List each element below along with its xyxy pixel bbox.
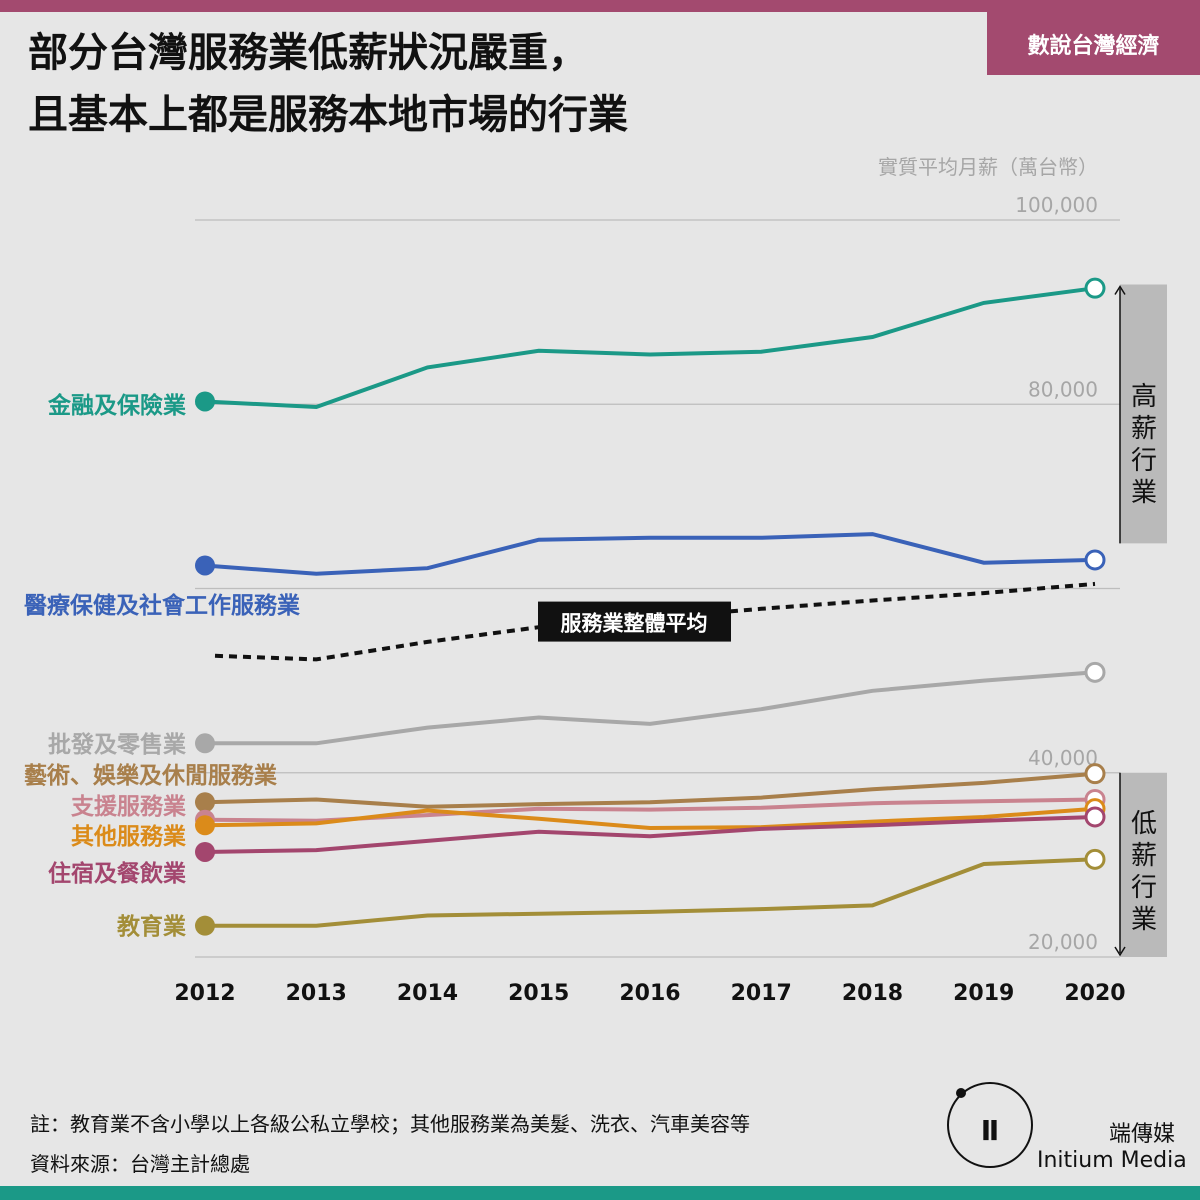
series-label: 批發及零售業: [48, 731, 187, 758]
footnote: 註：教育業不含小學以上各級公私立學校；其他服務業為美髮、洗衣、汽車美容等: [30, 1112, 750, 1136]
title-line-2: 且基本上都是服務本地市場的行業: [28, 92, 628, 138]
category-tag: 數說台灣經濟: [987, 12, 1200, 75]
x-tick-label: 2017: [731, 981, 792, 1006]
series-line: [204, 806, 1096, 831]
series-line: [204, 815, 1096, 854]
start-point-marker: [195, 815, 215, 836]
series-label: 金融及保險業: [47, 392, 187, 419]
start-point-marker: [195, 792, 215, 813]
svg-text:薪: 薪: [1131, 414, 1157, 444]
series-label: 支援服務業: [70, 793, 187, 820]
series-label: 其他服務業: [71, 823, 187, 850]
page-title: 部分台灣服務業低薪狀況嚴重， 且基本上都是服務本地市場的行業: [28, 22, 968, 146]
source-note: 資料來源：台灣主計總處: [30, 1152, 250, 1176]
y-tick-label: 80,000: [1028, 377, 1098, 401]
y-tick-label: 100,000: [1015, 193, 1098, 217]
end-point-marker: [1084, 661, 1106, 683]
svg-text:低: 低: [1131, 809, 1157, 839]
x-tick-label: 2018: [842, 981, 903, 1006]
end-point-marker: [1084, 549, 1106, 571]
start-point-marker: [195, 555, 215, 576]
brand-name-zh: 端傳媒: [1109, 1122, 1176, 1147]
series-line: [205, 670, 1096, 746]
svg-text:Ⅱ: Ⅱ: [981, 1114, 999, 1147]
x-tick-label: 2012: [174, 981, 235, 1006]
start-point-marker: [195, 733, 215, 754]
end-point-marker: [1084, 848, 1106, 870]
x-tick-label: 2015: [508, 981, 569, 1006]
x-tick-label: 2014: [397, 981, 458, 1006]
brand-name-en: Initium Media: [1037, 1148, 1187, 1173]
end-point-marker: [1084, 277, 1106, 299]
y-tick-label: 20,000: [1028, 930, 1098, 954]
title-line-1: 部分台灣服務業低薪狀況嚴重，: [28, 30, 588, 76]
series-label: 醫療保健及社會工作服務業: [24, 592, 301, 619]
high-salary-band: [1120, 284, 1167, 544]
start-point-marker: [195, 841, 215, 862]
end-point-marker: [1084, 763, 1106, 785]
average-label: 服務業整體平均: [561, 612, 708, 636]
svg-text:業: 業: [1131, 905, 1157, 935]
svg-text:薪: 薪: [1131, 841, 1157, 871]
y-axis-label: 實質平均月薪（萬台幣）: [878, 155, 1098, 179]
end-point-marker: [1084, 806, 1106, 828]
series-line: [205, 857, 1096, 928]
series-label: 教育業: [117, 913, 187, 940]
series-line: [204, 771, 1096, 809]
x-tick-label: 2013: [286, 981, 347, 1006]
x-tick-label: 2019: [953, 981, 1014, 1006]
down-arrow-icon: [1114, 946, 1126, 957]
series-label: 藝術、娛樂及休閒服務業: [24, 762, 278, 789]
series-line: [204, 286, 1096, 410]
svg-text:高: 高: [1131, 382, 1157, 412]
start-point-marker: [195, 391, 215, 412]
series-label: 住宿及餐飲業: [48, 860, 187, 887]
low-salary-band: [1120, 772, 1167, 957]
svg-text:行: 行: [1131, 446, 1157, 476]
bottom-accent-bar: [0, 1186, 1200, 1200]
initium-logo-icon: Ⅱ: [947, 1082, 1033, 1168]
svg-text:業: 業: [1131, 478, 1157, 508]
svg-text:行: 行: [1131, 873, 1157, 903]
top-accent-bar: [0, 0, 1200, 12]
x-tick-label: 2016: [619, 981, 680, 1006]
up-arrow-icon: [1114, 285, 1126, 295]
y-tick-label: 40,000: [1028, 746, 1098, 770]
x-tick-label: 2020: [1064, 981, 1125, 1006]
series-line: [204, 532, 1096, 576]
line-chart: 100,00080,00040,00020,000實質平均月薪（萬台幣）高薪行業…: [24, 155, 1167, 1006]
start-point-marker: [195, 915, 215, 936]
average-label-box: [538, 601, 731, 642]
